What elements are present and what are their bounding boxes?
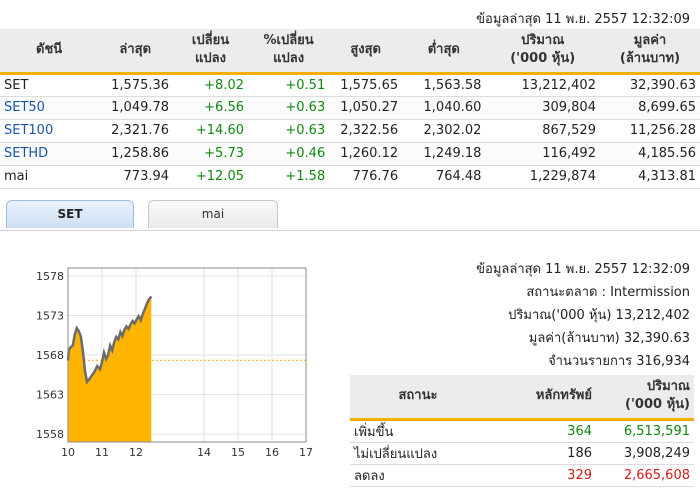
index-low: 1,249.18 xyxy=(402,142,486,166)
index-volume: 116,492 xyxy=(485,142,600,166)
index-change: +14.60 xyxy=(173,119,248,143)
index-low: 2,302.02 xyxy=(402,119,486,143)
index-row-set: SET 1,575.36 +8.02 +0.51 1,575.65 1,563.58 13,… xyxy=(0,73,700,97)
index-pct-change: +1.58 xyxy=(248,165,330,189)
summary-securities-count: 186 xyxy=(486,442,596,465)
summary-row: ไม่เปลี่ยนแปลง 186 3,908,249 xyxy=(350,442,694,465)
index-last: 773.94 xyxy=(68,165,174,189)
index-low: 764.48 xyxy=(402,165,486,189)
summary-row: เพิ่มขึ้น 364 6,513,591 xyxy=(350,419,694,443)
index-volume: 1,229,874 xyxy=(485,165,600,189)
summary-securities-count: 329 xyxy=(486,464,596,487)
index-name[interactable]: SET100 xyxy=(0,119,69,143)
header-index: ดัชนี xyxy=(0,29,69,75)
index-high: 1,260.12 xyxy=(329,142,403,166)
x-tick-label: 11 xyxy=(95,446,109,459)
summary-volume: 3,908,249 xyxy=(596,442,694,465)
index-row-set50: SET50 1,049.78 +6.56 +0.63 1,050.27 1,040.60 3… xyxy=(0,96,700,120)
y-tick-label: 1578 xyxy=(36,270,64,283)
plot-border xyxy=(67,267,307,443)
header-low: ต่ำสุด xyxy=(402,29,486,75)
header-securities: หลักทรัพย์ xyxy=(486,375,596,421)
tab-set[interactable]: SET xyxy=(6,200,134,228)
header-status: สถานะ xyxy=(350,375,486,421)
index-high: 776.76 xyxy=(329,165,403,189)
index-row-mai: mai 773.94 +12.05 +1.58 776.76 764.48 1,229,87… xyxy=(0,165,700,189)
market-volume: ปริมาณ('000 หุ้น) 13,212,402 xyxy=(508,308,690,323)
index-change: +8.02 xyxy=(173,73,248,97)
market-info-panel: ข้อมูลล่าสุด 11 พ.ย. 2557 12:32:09 สถานะ… xyxy=(476,258,690,373)
index-table-header: ดัชนี ล่าสุด เปลี่ยน แปลง %เปลี่ยน แปลง สู… xyxy=(0,29,700,75)
index-pct-change: +0.46 xyxy=(248,142,330,166)
index-name: mai xyxy=(0,165,69,189)
header-high: สูงสุด xyxy=(329,29,403,75)
index-pct-change: +0.63 xyxy=(248,96,330,120)
summary-volume: 6,513,591 xyxy=(596,419,694,443)
x-tick-label: 15 xyxy=(231,446,245,459)
x-tick-label: 17 xyxy=(299,446,313,459)
tab-mai[interactable]: mai xyxy=(148,200,278,228)
index-last: 1,049.78 xyxy=(68,96,174,120)
summary-status-label: เพิ่มขึ้น xyxy=(350,419,486,443)
summary-status-label: ลดลง xyxy=(350,464,486,487)
x-tick-label: 16 xyxy=(265,446,279,459)
market-status: สถานะตลาด : Intermission xyxy=(526,285,690,300)
last-update-timestamp: ข้อมูลล่าสุด 11 พ.ย. 2557 12:32:09 xyxy=(476,12,690,27)
index-row-sethd: SETHD 1,258.86 +5.73 +0.46 1,260.12 1,249.18 1… xyxy=(0,142,700,166)
y-tick-label: 1573 xyxy=(36,309,64,322)
index-name[interactable]: SET50 xyxy=(0,96,69,120)
index-last: 1,258.86 xyxy=(68,142,174,166)
header-sum-volume: ปริมาณ ('000 หุ้น) xyxy=(596,375,694,421)
index-row-set100: SET100 2,321.76 +14.60 +0.63 2,322.56 2,302.0… xyxy=(0,119,700,143)
x-tick-label: 14 xyxy=(197,446,211,459)
y-tick-label: 1568 xyxy=(36,349,64,362)
index-low: 1,040.60 xyxy=(402,96,486,120)
index-high: 1,575.65 xyxy=(329,73,403,97)
x-tick-label: 12 xyxy=(129,446,143,459)
index-value: 32,390.63 xyxy=(599,73,700,97)
y-tick-label: 1563 xyxy=(36,389,64,402)
market-trades: จำนวนรายการ 316,934 xyxy=(548,354,690,369)
advance-decline-table: สถานะ หลักทรัพย์ ปริมาณ ('000 หุ้น) เพิ่ม… xyxy=(350,375,694,487)
index-name[interactable]: SETHD xyxy=(0,142,69,166)
header-volume: ปริมาณ ('000 หุ้น) xyxy=(485,29,600,75)
index-change: +6.56 xyxy=(173,96,248,120)
intraday-chart: 1578 1573 1568 1563 1558 10 11 12 14 15 16 17 xyxy=(28,262,318,474)
summary-status-label: ไม่เปลี่ยนแปลง xyxy=(350,442,486,465)
market-value: มูลค่า(ล้านบาท) 32,390.63 xyxy=(528,331,690,346)
index-summary-table: ดัชนี ล่าสุด เปลี่ยน แปลง %เปลี่ยน แปลง สู… xyxy=(0,29,700,189)
summary-row: ลดลง 329 2,665,608 xyxy=(350,464,694,487)
index-line xyxy=(66,295,153,385)
index-low: 1,563.58 xyxy=(402,73,486,97)
header-pct-change: %เปลี่ยน แปลง xyxy=(248,29,330,75)
header-value: มูลค่า (ล้านบาท) xyxy=(599,29,700,75)
index-last: 2,321.76 xyxy=(68,119,174,143)
index-value: 4,313.81 xyxy=(599,165,700,189)
index-change: +5.73 xyxy=(173,142,248,166)
index-value: 8,699.65 xyxy=(599,96,700,120)
index-volume: 13,212,402 xyxy=(485,73,600,97)
index-pct-change: +0.63 xyxy=(248,119,330,143)
index-high: 1,050.27 xyxy=(329,96,403,120)
market-info-timestamp: ข้อมูลล่าสุด 11 พ.ย. 2557 12:32:09 xyxy=(476,262,690,277)
summary-volume: 2,665,608 xyxy=(596,464,694,487)
index-tabs: SET mai xyxy=(0,197,700,231)
header-last: ล่าสุด xyxy=(68,29,174,75)
index-value: 11,256.28 xyxy=(599,119,700,143)
index-high: 2,322.56 xyxy=(329,119,403,143)
index-value: 4,185.56 xyxy=(599,142,700,166)
y-tick-label: 1558 xyxy=(36,428,64,441)
x-tick-label: 10 xyxy=(61,446,75,459)
index-change: +12.05 xyxy=(173,165,248,189)
index-pct-change: +0.51 xyxy=(248,73,330,97)
index-name: SET xyxy=(0,73,69,97)
header-change: เปลี่ยน แปลง xyxy=(173,29,248,75)
index-volume: 867,529 xyxy=(485,119,600,143)
intraday-chart-svg: 1578 1573 1568 1563 1558 10 11 12 14 15 16 17 xyxy=(36,267,313,459)
index-last: 1,575.36 xyxy=(68,73,174,97)
index-volume: 309,804 xyxy=(485,96,600,120)
summary-table-header: สถานะ หลักทรัพย์ ปริมาณ ('000 หุ้น) xyxy=(350,375,694,421)
summary-securities-count: 364 xyxy=(486,419,596,443)
index-area xyxy=(68,296,152,442)
